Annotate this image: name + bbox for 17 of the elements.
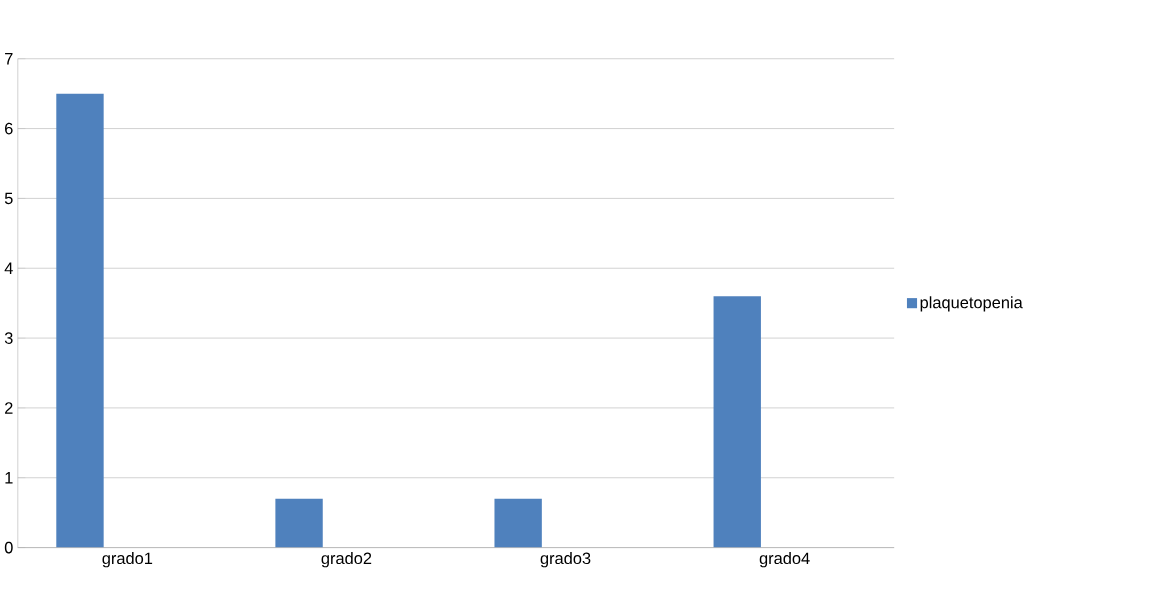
bar (275, 498, 323, 548)
x-tick-label: grado2 (321, 551, 372, 568)
y-tick-label: 4 (4, 262, 13, 274)
y-tick-label: 2 (5, 402, 13, 414)
y-tick-label: 3 (4, 332, 13, 344)
y-tick-label: 7 (5, 53, 13, 65)
x-tick-label: grado3 (540, 551, 591, 568)
y-tick-label: 1 (5, 472, 13, 484)
bar (713, 296, 761, 548)
x-tick-label: grado1 (102, 551, 153, 568)
y-tick-label: 5 (4, 192, 13, 205)
bar (494, 498, 542, 548)
legend-label: plaquetopenia (920, 296, 1023, 312)
y-tick-label: 6 (5, 122, 13, 135)
y-tick-label: 0 (4, 541, 13, 554)
x-tick-label: grado4 (759, 551, 810, 568)
bar (56, 93, 104, 548)
